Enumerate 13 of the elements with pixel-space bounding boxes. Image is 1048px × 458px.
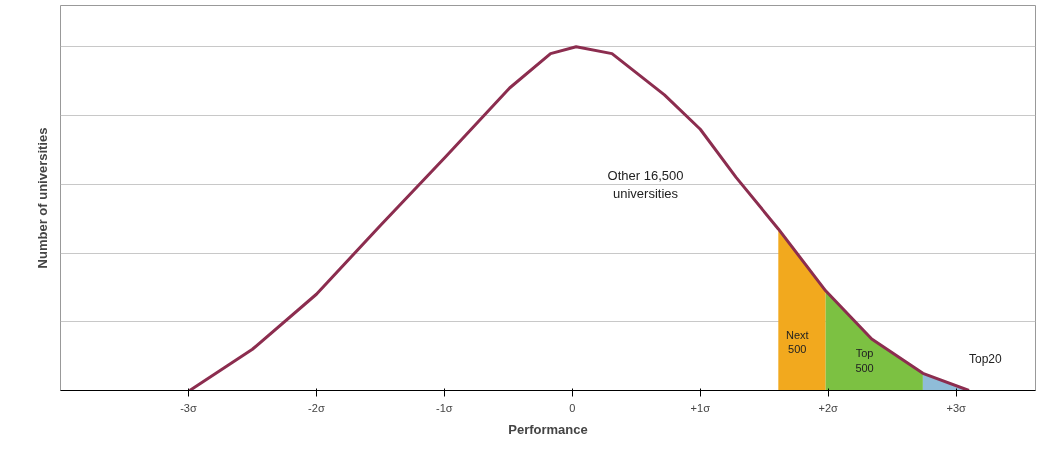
- x-tick-label: -1σ: [436, 401, 453, 414]
- x-tick-label: -2σ: [308, 401, 325, 414]
- x-tick-label: 0: [569, 401, 576, 414]
- x-axis-title: Performance: [508, 421, 588, 437]
- x-tick-label: +3σ: [946, 401, 967, 414]
- x-tick-label: -3σ: [180, 401, 197, 414]
- x-tick-label: +2σ: [818, 401, 839, 414]
- annotation: Other 16,500 universities: [607, 168, 684, 202]
- y-axis-title: Number of universities: [34, 127, 50, 269]
- x-tick-label: +1σ: [690, 401, 711, 414]
- series-label: Top 500: [855, 347, 874, 374]
- series-label: Next 500: [785, 328, 809, 356]
- series-label: Top20: [968, 352, 1002, 367]
